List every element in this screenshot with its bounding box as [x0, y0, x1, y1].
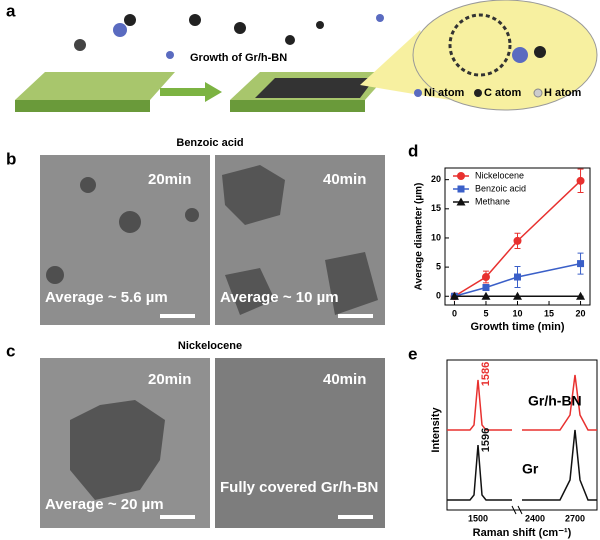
sem-image [40, 358, 385, 528]
marker [482, 284, 490, 292]
image-caption: Average ~ 20 µm [45, 496, 164, 513]
marker [481, 291, 491, 300]
x-tick-label: 1500 [468, 513, 488, 523]
marker [513, 236, 522, 245]
y-tick-label: 0 [436, 291, 441, 301]
legend-entry: Nickelocene [475, 170, 524, 180]
sem-image [40, 155, 385, 325]
line [454, 262, 581, 297]
y-tick-label: 5 [436, 261, 441, 271]
image-time: 40min [323, 171, 366, 188]
panel-label: e [408, 344, 417, 363]
x-tick-label: 15 [544, 308, 554, 318]
marker [457, 172, 465, 180]
x-tick-label: 10 [512, 308, 522, 318]
legend-entry: C atom [484, 87, 522, 99]
panel-label: a [6, 1, 16, 20]
marker [456, 197, 466, 206]
panel-label: c [6, 341, 15, 360]
marker [577, 260, 585, 268]
x-axis-label: Raman shift (cm⁻¹) [473, 527, 572, 539]
marker [449, 291, 459, 300]
marker [457, 185, 465, 193]
peak-label: 1586 [480, 362, 492, 386]
legend-entry: H atom [544, 87, 582, 99]
x-tick-label: 5 [483, 308, 488, 318]
panel-title: Benzoic acid [176, 137, 243, 149]
marker [576, 291, 586, 300]
marker [576, 176, 585, 185]
x-tick-label: 20 [576, 308, 586, 318]
marker [513, 291, 522, 300]
arrow-label: Growth of Gr/h-BN [190, 52, 287, 64]
x-tick-label: 2400 [525, 513, 545, 523]
marker [481, 273, 490, 282]
y-tick-label: 15 [431, 203, 441, 213]
panel-title: Nickelocene [178, 340, 242, 352]
panel-label: d [408, 141, 418, 160]
y-axis-label: Intensity [430, 407, 442, 453]
y-tick-label: 10 [431, 232, 441, 242]
legend-entry: Benzoic acid [475, 183, 526, 193]
image-caption: Average ~ 5.6 µm [45, 289, 168, 306]
y-axis-label: Average diameter (µm) [414, 183, 425, 291]
image-time: 20min [148, 171, 191, 188]
line [454, 180, 582, 297]
image-time: 40min [323, 371, 366, 388]
legend-entry: Methane [475, 196, 510, 206]
spectra [446, 359, 598, 515]
image-time: 20min [148, 371, 191, 388]
panel-label: b [6, 149, 16, 168]
y-tick-label: 20 [431, 174, 441, 184]
image-caption: Fully covered Gr/h-BN [220, 479, 378, 496]
peak-label: 1596 [480, 428, 492, 452]
x-axis-label: Growth time (min) [470, 321, 564, 333]
image-caption: Average ~ 10 µm [220, 289, 339, 306]
spectrum-label: Gr/h-BN [528, 393, 582, 409]
marker [514, 273, 521, 281]
spectrum-label: Gr [522, 461, 539, 477]
schematic [15, 0, 598, 112]
legend-entry: Ni atom [424, 87, 465, 99]
x-tick-label: 0 [452, 308, 457, 318]
x-tick-label: 2700 [565, 513, 585, 523]
